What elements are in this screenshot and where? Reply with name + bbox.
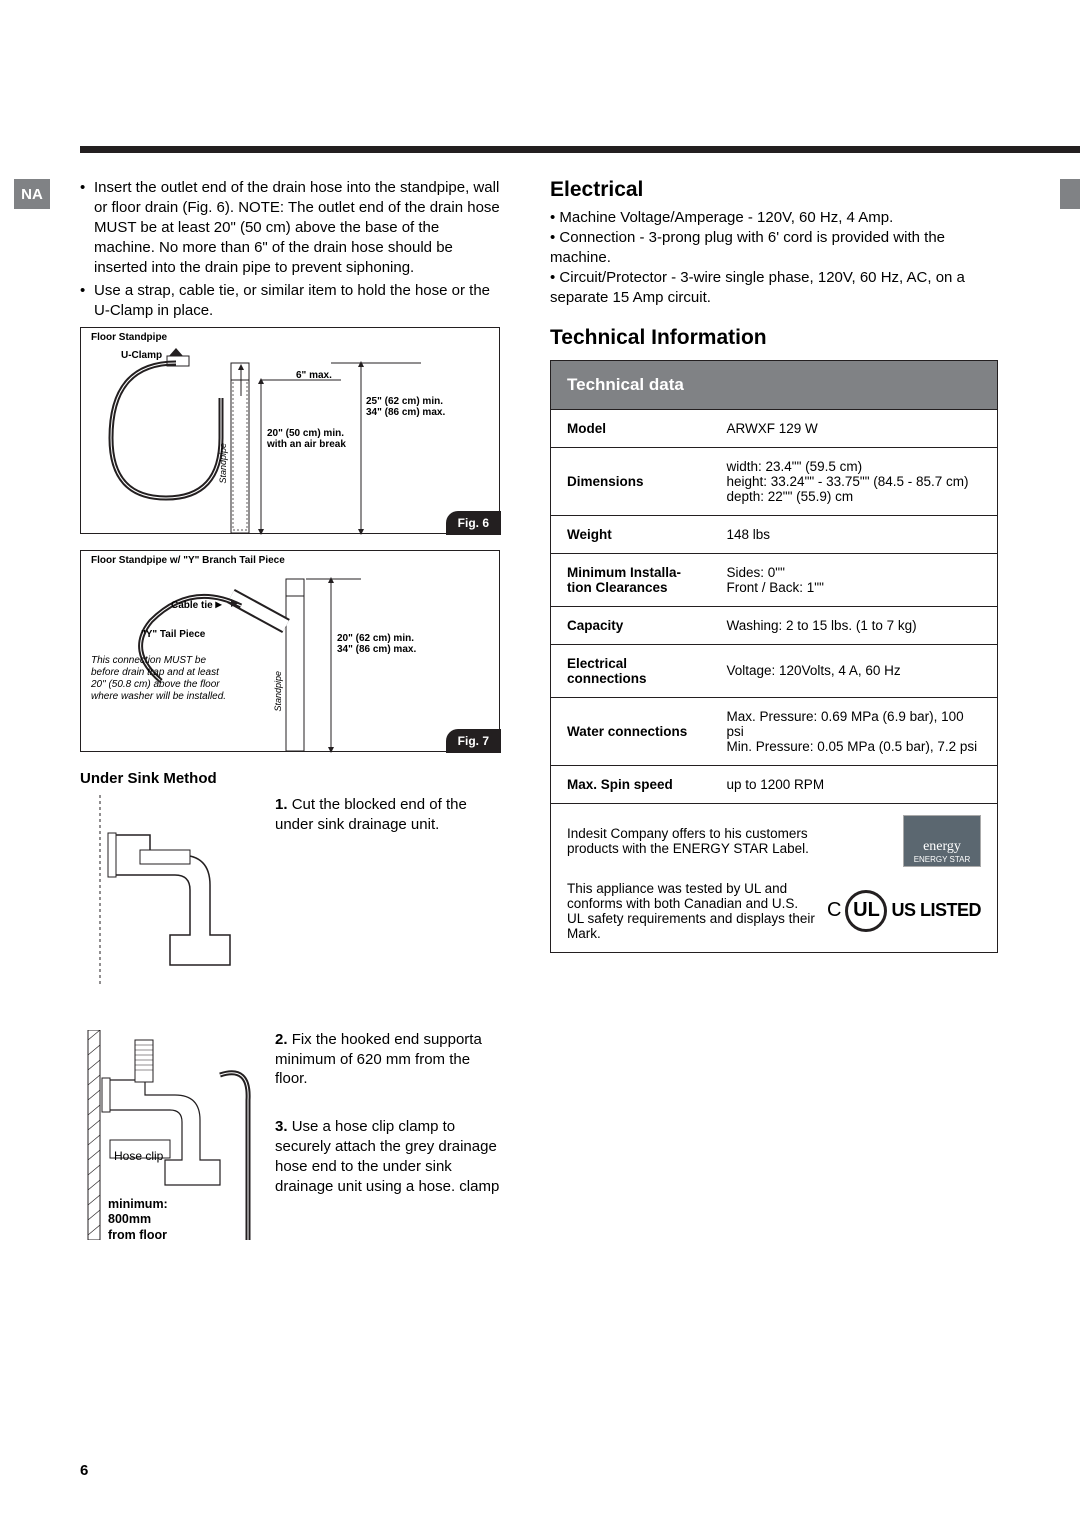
- sink-diagram-2: Hose clip minimum: 800mm from floor: [80, 1030, 255, 1244]
- fig6-max: 6" max.: [296, 370, 332, 381]
- table-row: CapacityWashing: 2 to 15 lbs. (1 to 7 kg…: [551, 606, 998, 644]
- table-row: Weight148 lbs: [551, 515, 998, 553]
- fig7-cable: Cable tie ▸: [171, 597, 222, 611]
- fig7-note: This connection MUST be before drain tra…: [91, 655, 236, 703]
- side-tab: NA: [14, 179, 50, 209]
- step-3-text: 3. Use a hose clip clamp to securely att…: [275, 1117, 500, 1197]
- electrical-heading: Electrical: [550, 178, 998, 202]
- table-footer: Indesit Company offers to his customers …: [551, 803, 998, 952]
- under-sink-heading: Under Sink Method: [80, 770, 500, 787]
- step-2-3: Hose clip minimum: 800mm from floor 2. F…: [80, 1030, 500, 1244]
- fig7-standpipe: Standpipe: [273, 671, 283, 712]
- figure-6: Floor Standpipe U-Clamp 6" m: [80, 327, 500, 534]
- step-1: 1. Cut the blocked end of the under sink…: [80, 795, 500, 990]
- table-row: Minimum Installa­tion ClearancesSides: 0…: [551, 553, 998, 606]
- fig7-rightdim: 20" (62 cm) min. 34" (86 cm) max.: [337, 633, 416, 655]
- bullet-2: Use a strap, cable tie, or similar item …: [80, 281, 500, 321]
- right-tab: [1060, 179, 1080, 209]
- sink-diagram-1: [80, 795, 255, 990]
- technical-data-table: Technical data ModelARWXF 129 W Dimensio…: [550, 360, 998, 953]
- table-row: Water connectionsMax. Pressure: 0.69 MPa…: [551, 697, 998, 765]
- figure-7: Floor Standpipe w/ "Y" Branch Tail Piece…: [80, 550, 500, 752]
- ul-text: This appliance was tested by UL and conf…: [567, 881, 817, 941]
- right-column: Electrical • Machine Voltage/Amperage - …: [550, 178, 998, 953]
- page-number: 6: [80, 1462, 88, 1479]
- step-1-text: 1. Cut the blocked end of the under sink…: [275, 795, 500, 990]
- ul-logo: C UL US LISTED: [827, 890, 981, 932]
- tech-info-heading: Technical Information: [550, 326, 998, 350]
- elec-bullet-3: • Circuit/Protector - 3-wire single phas…: [550, 268, 998, 308]
- energy-star-logo: energy ENERGY STAR: [903, 815, 981, 867]
- tech-table-header: Technical data: [551, 360, 998, 409]
- step-2-text: 2. Fix the hooked end supporta minimum o…: [275, 1030, 500, 1090]
- bullet-1: Insert the outlet end of the drain hose …: [80, 178, 500, 278]
- table-row: ModelARWXF 129 W: [551, 409, 998, 447]
- energy-star-text: Indesit Company offers to his customers …: [567, 826, 837, 856]
- table-row: Electrical connectionsVoltage: 120Volts,…: [551, 644, 998, 697]
- top-bar: [80, 146, 1080, 153]
- hose-clip-label: Hose clip: [114, 1149, 163, 1163]
- elec-bullet-2: • Connection - 3-prong plug with 6' cord…: [550, 228, 998, 268]
- fig6-label: Fig. 6: [446, 511, 501, 535]
- fig7-ytail: "Y" Tail Piece: [141, 629, 205, 640]
- fig6-standpipe: Standpipe: [218, 443, 228, 484]
- fig6-rightdim: 25" (62 cm) min. 34" (86 cm) max.: [366, 396, 445, 418]
- left-column: Insert the outlet end of the drain hose …: [80, 178, 500, 1283]
- fig6-leftdim: 20" (50 cm) min. with an air break: [267, 428, 346, 450]
- elec-bullet-1: • Machine Voltage/Amperage - 120V, 60 Hz…: [550, 208, 998, 228]
- drain-instructions: Insert the outlet end of the drain hose …: [80, 178, 500, 321]
- fig7-label: Fig. 7: [446, 729, 501, 753]
- table-row: Dimensionswidth: 23.4"" (59.5 cm) height…: [551, 447, 998, 515]
- electrical-list: • Machine Voltage/Amperage - 120V, 60 Hz…: [550, 208, 998, 308]
- table-row: Max. Spin speedup to 1200 RPM: [551, 765, 998, 803]
